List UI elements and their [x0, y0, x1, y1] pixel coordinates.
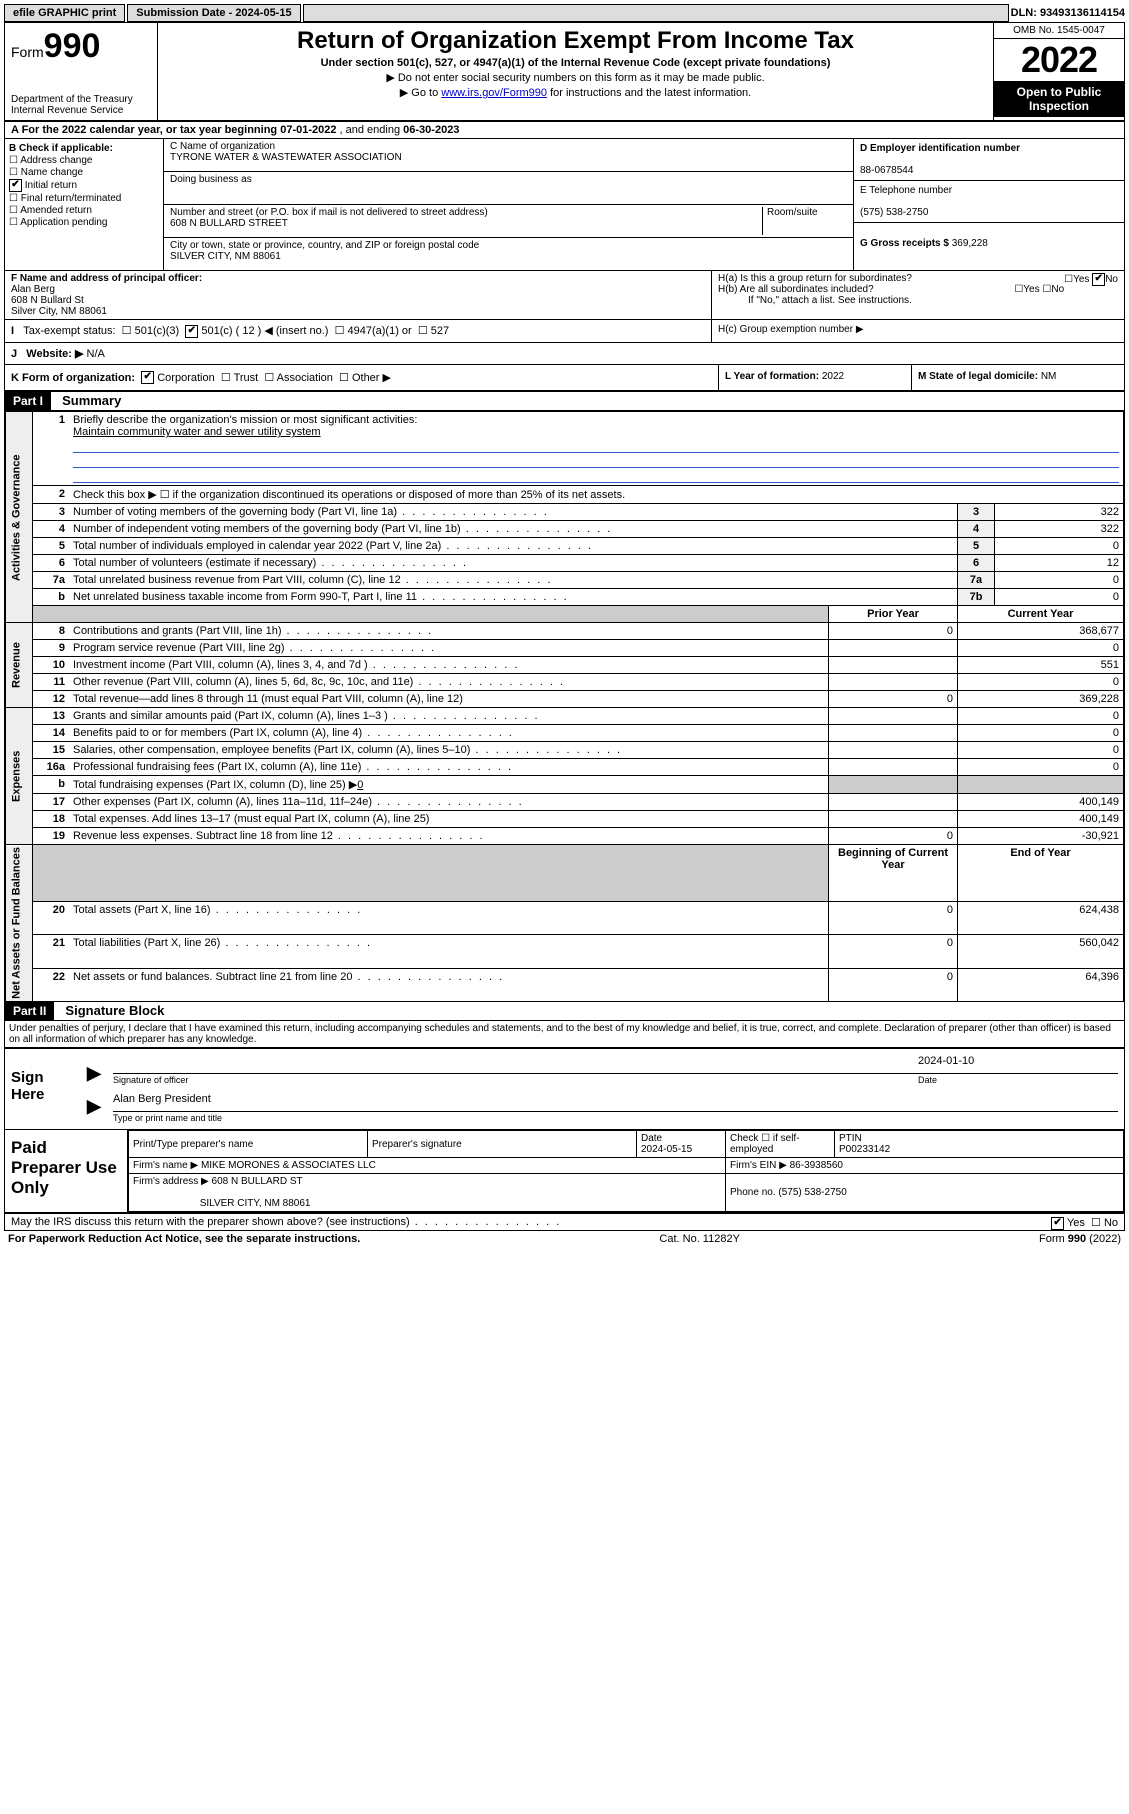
f-h-row: F Name and address of principal officer:…: [5, 270, 1124, 320]
addr-cell: Number and street (or P.O. box if mail i…: [164, 205, 853, 238]
section-revenue: Revenue: [6, 623, 33, 708]
firm-ein-cell: Firm's EIN ▶ 86-3938560: [726, 1158, 1124, 1174]
header-left: Form990 Department of the Treasury Inter…: [5, 23, 158, 120]
room-suite: Room/suite: [763, 207, 847, 235]
prep-ptin-cell: PTINP00233142: [835, 1131, 1124, 1158]
spacer-bar: [303, 4, 1009, 22]
prep-name-hdr: Print/Type preparer's name: [129, 1131, 368, 1158]
open-inspection: Open to PublicInspection: [994, 81, 1124, 117]
footer-right: Form 990 (2022): [1039, 1233, 1121, 1245]
irs-text: Internal Revenue Service: [11, 105, 151, 116]
footer-mid: Cat. No. 11282Y: [659, 1233, 740, 1245]
part-i-header: Part I Summary: [5, 392, 1124, 411]
subtitle-3: ▶ Go to www.irs.gov/Form990 for instruct…: [164, 86, 987, 99]
box-b: B Check if applicable: ☐ Address change …: [5, 139, 164, 270]
dept-text: Department of the Treasury: [11, 94, 151, 105]
form-outer: Form990 Department of the Treasury Inter…: [4, 22, 1125, 1231]
page-footer: For Paperwork Reduction Act Notice, see …: [4, 1231, 1125, 1247]
street-address: 608 N BULLARD STREET: [170, 218, 288, 229]
omb-number: OMB No. 1545-0047: [994, 23, 1124, 39]
paid-preparer-section: Paid Preparer Use Only Print/Type prepar…: [5, 1130, 1124, 1214]
top-bar: efile GRAPHIC print Submission Date - 20…: [4, 4, 1125, 22]
gross-cell: G Gross receipts $ 369,228: [854, 223, 1124, 257]
box-b-title: B Check if applicable:: [9, 143, 113, 154]
form-header: Form990 Department of the Treasury Inter…: [5, 23, 1124, 122]
check-final[interactable]: ☐ Final return/terminated: [9, 193, 159, 204]
section-expenses: Expenses: [6, 708, 33, 845]
phone-value: (575) 538-2750: [860, 207, 928, 218]
arrow-icon: ▶: [87, 1063, 101, 1084]
signature-block: 2024-01-10 Signature of officerDate Alan…: [107, 1049, 1124, 1129]
phone-cell: E Telephone number (575) 538-2750: [854, 181, 1124, 223]
arrow-icon: ▶: [87, 1096, 101, 1117]
summary-table: Activities & Governance 1 Briefly descri…: [5, 411, 1124, 1002]
submission-date-button[interactable]: Submission Date - 2024-05-15: [127, 4, 300, 22]
line-l: L Year of formation: 2022: [719, 365, 912, 391]
info-row: B Check if applicable: ☐ Address change …: [5, 139, 1124, 270]
tax-year: 2022: [994, 39, 1124, 81]
prep-date-cell: Date2024-05-15: [637, 1131, 726, 1158]
mission-text: Maintain community water and sewer utili…: [73, 426, 321, 438]
box-d-e-g: D Employer identification number 88-0678…: [854, 139, 1124, 270]
line-i: I Tax-exempt status: ☐ 501(c)(3) ✔ 501(c…: [5, 320, 712, 342]
k-l-m-row: K Form of organization: ✔ Corporation ☐ …: [5, 365, 1124, 393]
i-hc-row: I Tax-exempt status: ☐ 501(c)(3) ✔ 501(c…: [5, 320, 1124, 343]
discuss-row: May the IRS discuss this return with the…: [5, 1214, 1124, 1230]
form-title: Return of Organization Exempt From Incom…: [164, 27, 987, 55]
section-governance: Activities & Governance: [6, 412, 33, 623]
check-amended[interactable]: ☐ Amended return: [9, 205, 159, 216]
h-c: H(c) Group exemption number ▶: [712, 320, 1124, 342]
h-a: H(a) Is this a group return for subordin…: [718, 273, 1118, 284]
check-address[interactable]: ☐ Address change: [9, 155, 159, 166]
paid-preparer-label: Paid Preparer Use Only: [5, 1130, 128, 1212]
h-note: If "No," attach a list. See instructions…: [718, 295, 1118, 306]
org-name: TYRONE WATER & WASTEWATER ASSOCIATION: [170, 152, 402, 163]
form-number: Form990: [11, 27, 151, 66]
box-f: F Name and address of principal officer:…: [5, 271, 712, 319]
h-b: H(b) Are all subordinates included? ☐Yes…: [718, 284, 1118, 295]
firm-addr-cell: Firm's address ▶ 608 N BULLARD ST SILVER…: [129, 1174, 726, 1212]
part-ii-header: Part II Signature Block: [5, 1002, 1124, 1021]
firm-name-cell: Firm's name ▶ MIKE MORONES & ASSOCIATES …: [129, 1158, 726, 1174]
header-right: OMB No. 1545-0047 2022 Open to PublicIns…: [993, 23, 1124, 120]
declaration-text: Under penalties of perjury, I declare th…: [5, 1021, 1124, 1047]
period-row: A For the 2022 calendar year, or tax yea…: [5, 122, 1124, 139]
dln-text: DLN: 93493136114154: [1011, 7, 1125, 19]
section-netassets: Net Assets or Fund Balances: [6, 845, 33, 1002]
dba-cell: Doing business as: [164, 172, 853, 205]
subtitle-2: ▶ Do not enter social security numbers o…: [164, 71, 987, 84]
prep-sig-hdr: Preparer's signature: [368, 1131, 637, 1158]
prep-self-cell: Check ☐ if self-employed: [726, 1131, 835, 1158]
org-name-cell: C Name of organization TYRONE WATER & WA…: [164, 139, 853, 172]
firm-phone-cell: Phone no. (575) 538-2750: [726, 1174, 1124, 1212]
header-middle: Return of Organization Exempt From Incom…: [158, 23, 993, 120]
ein-value: 88-0678544: [860, 165, 913, 176]
subtitle-1: Under section 501(c), 527, or 4947(a)(1)…: [164, 57, 987, 69]
box-h: H(a) Is this a group return for subordin…: [712, 271, 1124, 319]
footer-left: For Paperwork Reduction Act Notice, see …: [8, 1233, 360, 1245]
line-j: J Website: ▶ N/A: [5, 343, 1124, 365]
sign-here-label: Sign Here: [5, 1049, 87, 1129]
preparer-table: Print/Type preparer's name Preparer's si…: [128, 1130, 1124, 1212]
line-m: M State of legal domicile: NM: [912, 365, 1124, 391]
efile-button[interactable]: efile GRAPHIC print: [4, 4, 125, 22]
ein-cell: D Employer identification number 88-0678…: [854, 139, 1124, 181]
sign-here-section: Sign Here ▶ ▶ 2024-01-10 Signature of off…: [5, 1047, 1124, 1130]
city-state-zip: SILVER CITY, NM 88061: [170, 251, 281, 262]
check-pending[interactable]: ☐ Application pending: [9, 217, 159, 228]
check-initial[interactable]: ✔ Initial return: [9, 179, 159, 192]
gross-receipts: 369,228: [952, 238, 988, 249]
irs-link[interactable]: www.irs.gov/Form990: [441, 87, 547, 99]
box-c: C Name of organization TYRONE WATER & WA…: [164, 139, 854, 270]
city-cell: City or town, state or province, country…: [164, 238, 853, 270]
line-k: K Form of organization: ✔ Corporation ☐ …: [5, 365, 719, 391]
website-value: N/A: [87, 348, 105, 360]
check-name[interactable]: ☐ Name change: [9, 167, 159, 178]
